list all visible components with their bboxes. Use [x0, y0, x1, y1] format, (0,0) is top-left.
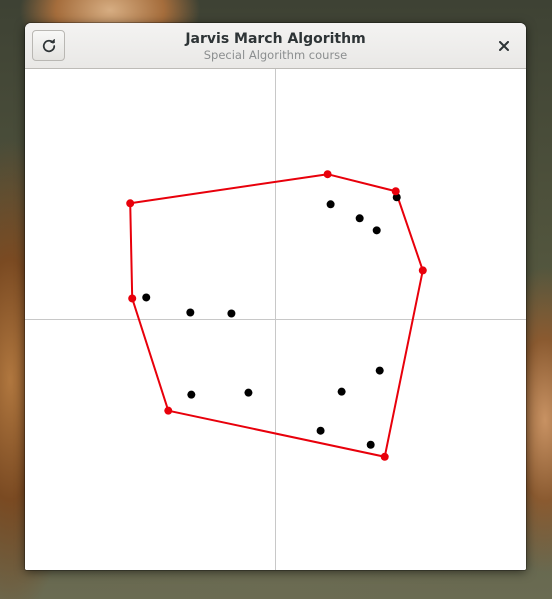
hull-vertex — [126, 199, 135, 208]
reload-button[interactable] — [32, 30, 65, 61]
hull-vertex — [128, 294, 137, 303]
data-point — [355, 214, 364, 223]
data-point — [187, 390, 196, 399]
data-point — [372, 226, 381, 235]
data-point — [337, 387, 346, 396]
hull-vertex — [164, 406, 173, 415]
data-point — [186, 308, 195, 317]
close-button[interactable] — [490, 32, 518, 60]
window-subtitle: Special Algorithm course — [203, 48, 348, 62]
data-point — [326, 200, 335, 209]
data-point — [227, 309, 236, 318]
window-title: Jarvis March Algorithm — [185, 31, 366, 47]
convex-hull-plot — [25, 69, 526, 570]
hull-polygon — [129, 173, 424, 458]
data-point — [142, 293, 151, 302]
data-point — [366, 440, 375, 449]
hull-vertex — [323, 170, 332, 179]
title-block: Jarvis March Algorithm Special Algorithm… — [85, 31, 466, 62]
reload-icon — [42, 38, 55, 52]
data-point — [375, 366, 384, 375]
close-icon — [499, 41, 509, 51]
data-point — [392, 193, 401, 202]
drawing-canvas[interactable] — [25, 69, 526, 570]
app-window: Jarvis March Algorithm Special Algorithm… — [25, 23, 526, 570]
data-point — [316, 426, 325, 435]
hull-vertex — [391, 187, 400, 196]
data-point — [244, 388, 253, 397]
hull-vertex — [418, 266, 427, 275]
title-bar[interactable]: Jarvis March Algorithm Special Algorithm… — [25, 23, 526, 69]
hull-vertex — [380, 452, 389, 461]
